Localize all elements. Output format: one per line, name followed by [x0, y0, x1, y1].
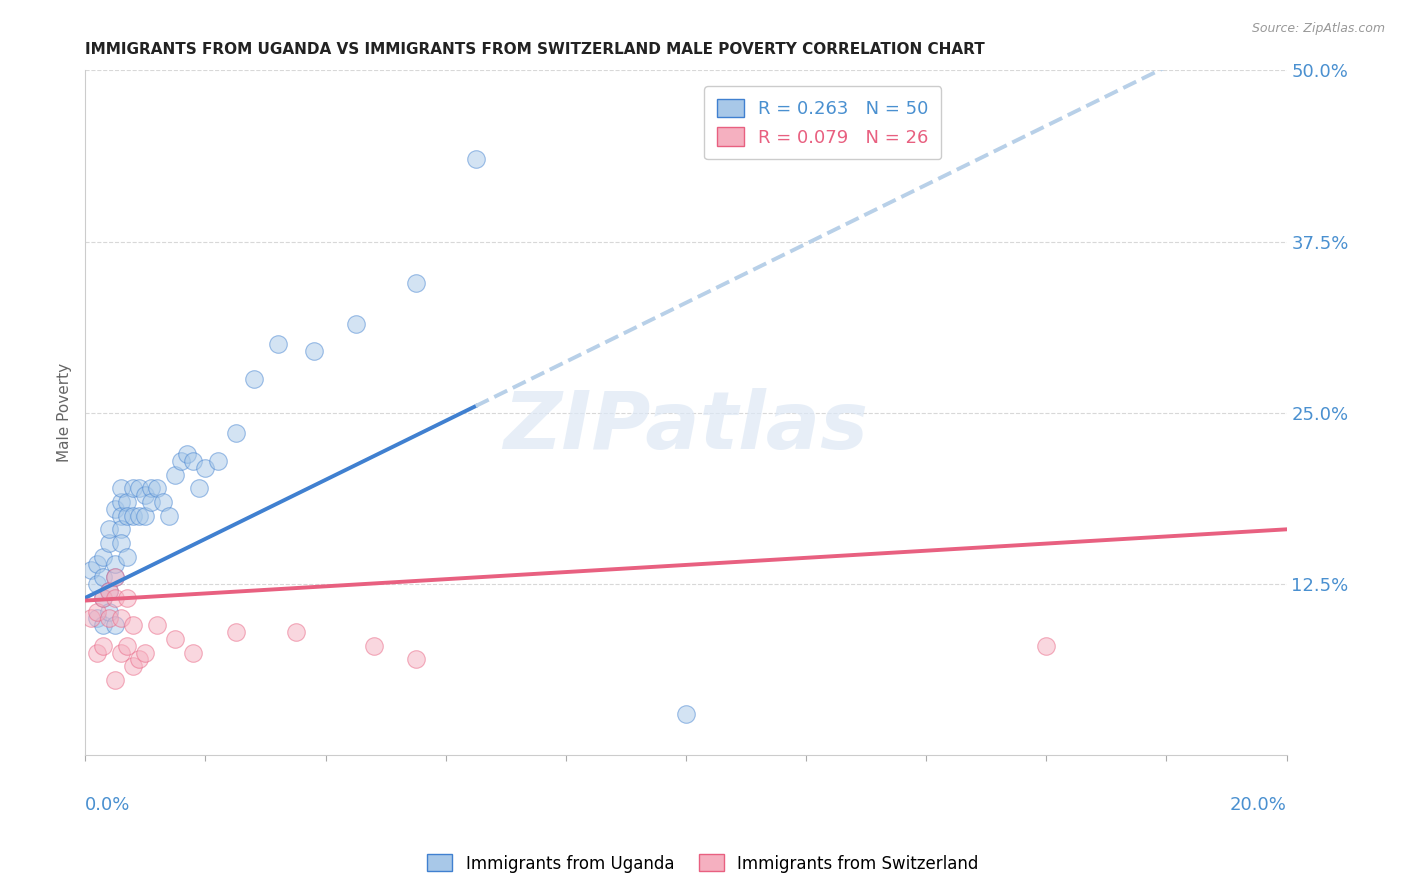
Point [128, 508, 150, 523]
Point [134, 508, 156, 523]
Point [86, 557, 108, 571]
Point [146, 618, 169, 632]
Y-axis label: Male Poverty: Male Poverty [58, 363, 72, 462]
Point [117, 495, 139, 509]
Point [122, 659, 145, 673]
Point [122, 508, 145, 523]
Point [104, 570, 127, 584]
Point [242, 371, 264, 385]
Point [93, 591, 115, 605]
Point [141, 481, 163, 495]
Point [98, 611, 121, 625]
Text: IMMIGRANTS FROM UGANDA VS IMMIGRANTS FROM SWITZERLAND MALE POVERTY CORRELATION C: IMMIGRANTS FROM UGANDA VS IMMIGRANTS FRO… [86, 42, 986, 57]
Point [104, 591, 127, 605]
Point [98, 584, 121, 599]
Point [104, 570, 127, 584]
Point [98, 522, 121, 536]
Legend: R = 0.263   N = 50, R = 0.079   N = 26: R = 0.263 N = 50, R = 0.079 N = 26 [704, 87, 941, 160]
Point [194, 460, 217, 475]
Point [104, 673, 127, 687]
Point [110, 611, 132, 625]
Point [117, 508, 139, 523]
Point [117, 639, 139, 653]
Point [110, 508, 132, 523]
Point [110, 536, 132, 550]
Point [1035, 639, 1057, 653]
Point [80, 563, 103, 577]
Point [134, 488, 156, 502]
Point [104, 557, 127, 571]
Point [128, 652, 150, 666]
Point [93, 570, 115, 584]
Point [405, 276, 427, 290]
Point [165, 632, 187, 646]
Point [86, 577, 108, 591]
Point [165, 467, 187, 482]
Text: 0.0%: 0.0% [86, 797, 131, 814]
Point [141, 495, 163, 509]
Legend: Immigrants from Uganda, Immigrants from Switzerland: Immigrants from Uganda, Immigrants from … [420, 847, 986, 880]
Point [86, 611, 108, 625]
Point [110, 522, 132, 536]
Point [98, 536, 121, 550]
Point [146, 481, 169, 495]
Point [93, 591, 115, 605]
Point [110, 646, 132, 660]
Point [675, 707, 697, 722]
Point [98, 584, 121, 599]
Point [344, 317, 367, 331]
Point [302, 344, 325, 359]
Text: 20.0%: 20.0% [1230, 797, 1286, 814]
Point [405, 652, 427, 666]
Point [183, 646, 205, 660]
Text: Source: ZipAtlas.com: Source: ZipAtlas.com [1251, 22, 1385, 36]
Point [86, 605, 108, 619]
Point [80, 611, 103, 625]
Point [122, 618, 145, 632]
Point [110, 481, 132, 495]
Point [170, 454, 193, 468]
Point [128, 481, 150, 495]
Point [117, 591, 139, 605]
Point [225, 426, 247, 441]
Point [93, 639, 115, 653]
Text: ZIPatlas: ZIPatlas [503, 388, 869, 466]
Point [98, 605, 121, 619]
Point [134, 646, 156, 660]
Point [104, 618, 127, 632]
Point [86, 646, 108, 660]
Point [207, 454, 229, 468]
Point [225, 625, 247, 640]
Point [159, 508, 181, 523]
Point [122, 481, 145, 495]
Point [284, 625, 307, 640]
Point [110, 495, 132, 509]
Point [183, 454, 205, 468]
Point [93, 618, 115, 632]
Point [266, 337, 288, 351]
Point [188, 481, 211, 495]
Point [152, 495, 174, 509]
Point [176, 447, 198, 461]
Point [117, 549, 139, 564]
Point [363, 639, 385, 653]
Point [464, 153, 486, 167]
Point [104, 501, 127, 516]
Point [93, 549, 115, 564]
